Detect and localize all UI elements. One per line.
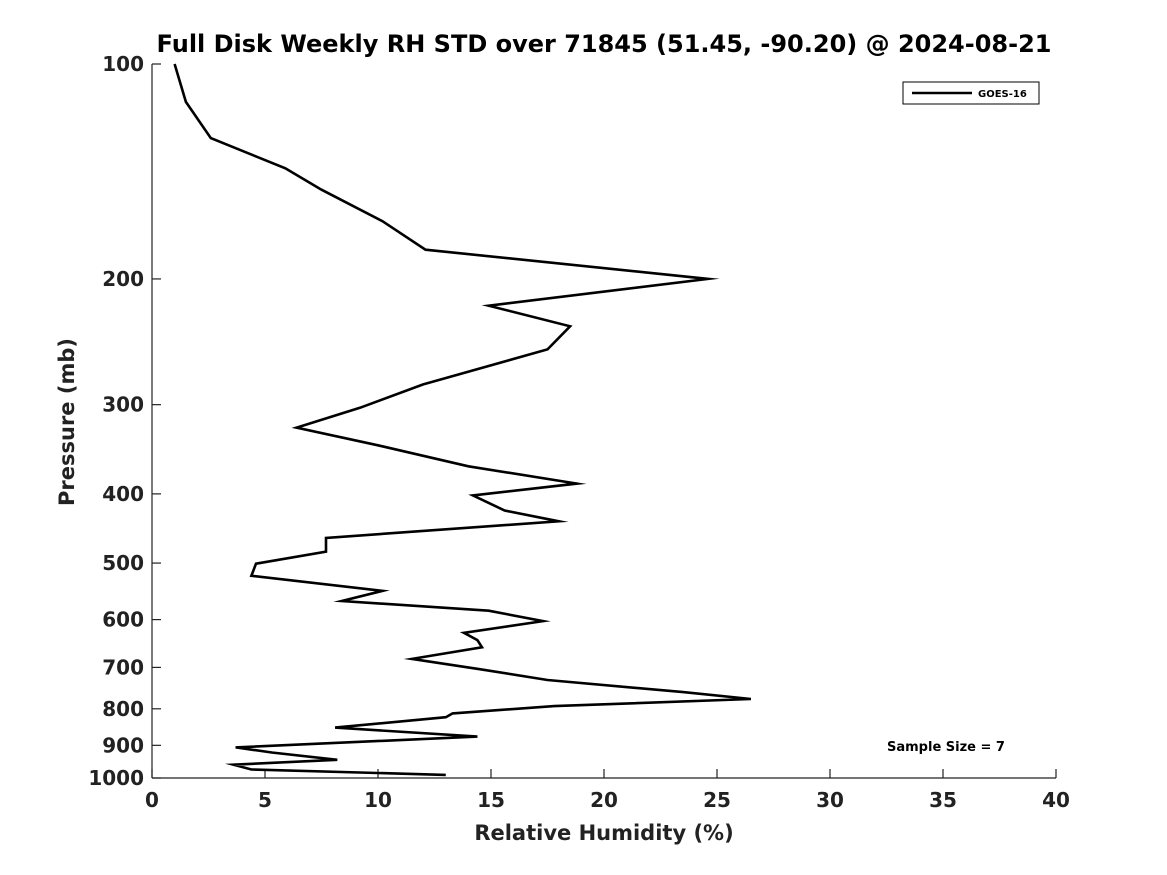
y-axis-ticks: 100 200 300 400 500 600 700 800 900 1000 <box>88 52 161 790</box>
y-tick-label: 200 <box>102 267 144 291</box>
y-tick-label: 800 <box>102 697 144 721</box>
y-tick-label: 700 <box>102 655 144 679</box>
series-layer <box>173 63 752 777</box>
y-tick-label: 100 <box>102 52 144 76</box>
y-tick-label: 1000 <box>88 766 144 790</box>
y-tick-label: 400 <box>102 482 144 506</box>
x-tick-label: 5 <box>258 788 272 812</box>
y-tick-label: 500 <box>102 551 144 575</box>
chart-title: Full Disk Weekly RH STD over 71845 (51.4… <box>157 30 1052 58</box>
x-tick-label: 40 <box>1042 788 1070 812</box>
x-tick-label: 20 <box>590 788 618 812</box>
x-tick-label: 0 <box>145 788 159 812</box>
y-axis-label: Pressure (mb) <box>55 338 79 506</box>
x-tick-label: 30 <box>816 788 844 812</box>
x-axis-label: Relative Humidity (%) <box>474 821 733 845</box>
x-tick-label: 35 <box>929 788 957 812</box>
y-tick-label: 300 <box>102 393 144 417</box>
sample-size-annotation: Sample Size = 7 <box>887 740 1005 755</box>
legend: GOES-16 <box>902 81 1040 105</box>
x-axis-ticks: 0 5 10 15 20 25 30 35 40 <box>145 769 1070 812</box>
series-line-goes-16 <box>173 63 752 777</box>
x-tick-label: 25 <box>703 788 731 812</box>
x-tick-label: 10 <box>364 788 392 812</box>
x-tick-label: 15 <box>477 788 505 812</box>
y-tick-label: 900 <box>102 733 144 757</box>
legend-label-goes-16: GOES-16 <box>978 89 1027 100</box>
y-tick-label: 600 <box>102 608 144 632</box>
